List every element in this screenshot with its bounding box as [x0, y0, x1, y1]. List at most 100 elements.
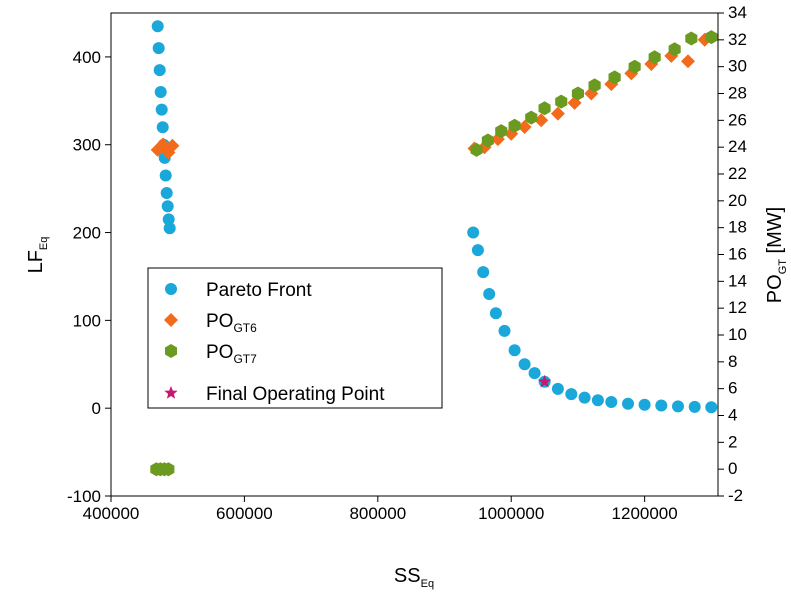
x-tick-label: 1200000	[612, 504, 678, 523]
data-point	[151, 20, 164, 33]
legend-marker-circle-icon	[165, 283, 177, 295]
data-point	[605, 396, 618, 408]
y-axis-right-title: POGT [MW]	[764, 207, 789, 303]
data-point	[467, 226, 480, 239]
data-point	[622, 397, 634, 410]
data-point	[470, 142, 483, 157]
y-right-tick-label: 24	[728, 137, 747, 156]
y-right-tick-label: 12	[728, 298, 747, 317]
legend-label: Final Operating Point	[206, 384, 385, 405]
y-left-tick-label: 100	[73, 311, 101, 330]
data-point	[681, 54, 695, 69]
series-po-gt7	[150, 30, 718, 477]
legend-item-po-gt7: POGT7	[165, 342, 257, 366]
data-point	[498, 324, 511, 337]
data-point	[688, 400, 701, 413]
data-point	[571, 86, 584, 101]
data-point	[162, 213, 175, 226]
legend-label: Pareto Front	[206, 280, 312, 301]
data-point	[155, 103, 168, 116]
data-point	[161, 200, 174, 213]
y-left-tick-label: 300	[73, 136, 101, 155]
y-right-tick-label: 6	[728, 379, 737, 398]
legend-label: POGT6	[206, 311, 257, 335]
data-point	[534, 113, 549, 128]
data-point	[555, 94, 568, 109]
data-point	[483, 288, 496, 300]
data-point	[628, 59, 641, 74]
data-point	[578, 391, 591, 404]
legend: Pareto Front POGT6 POGT7 Final Operating…	[147, 267, 443, 409]
data-point	[489, 307, 502, 320]
data-point	[528, 367, 541, 380]
y-right-tick-label: 0	[728, 459, 737, 478]
y-right-tick-label: 18	[728, 218, 747, 237]
data-point	[162, 462, 175, 477]
data-point	[537, 374, 552, 388]
data-point	[154, 86, 167, 98]
y-right-tick-label: 16	[728, 245, 747, 264]
series-final-operating-point	[537, 374, 552, 388]
data-point	[518, 358, 531, 371]
data-point	[477, 266, 490, 279]
data-point	[551, 382, 564, 395]
x-tick-label: 800000	[349, 504, 406, 523]
data-point	[160, 187, 173, 199]
data-point	[550, 106, 565, 121]
legend-label: POGT7	[206, 342, 257, 366]
y-right-tick-label: 10	[728, 325, 747, 344]
y-right-tick-label: 14	[728, 271, 747, 290]
data-point	[152, 42, 165, 55]
legend-item-po-gt6: POGT6	[164, 311, 257, 335]
data-point	[648, 50, 661, 65]
y-axis-left-title: LFEq	[25, 237, 50, 274]
legend-item-final-operating-point: Final Operating Point	[164, 384, 385, 405]
x-axis-title: SSEq	[394, 565, 434, 590]
legend-marker-diamond-icon	[164, 313, 178, 327]
data-point	[471, 244, 484, 257]
y-right-tick-label: 30	[728, 57, 747, 76]
y-left-tick-label: 400	[73, 48, 101, 67]
y-right-tick-label: 2	[728, 432, 737, 451]
y-right-tick-label: 4	[728, 406, 737, 425]
data-point	[481, 133, 494, 148]
data-point	[565, 388, 578, 401]
data-point	[668, 42, 681, 57]
y-right-tick-label: 28	[728, 84, 747, 103]
series-po-gt6	[150, 32, 712, 160]
x-tick-label: 400000	[83, 504, 140, 523]
legend-item-pareto-front: Pareto Front	[165, 280, 312, 301]
data-point	[672, 400, 684, 413]
legend-marker-hexagon-icon	[165, 344, 177, 358]
data-point	[538, 101, 551, 116]
x-tick-label: 1000000	[478, 504, 544, 523]
y-left-tick-label: -100	[67, 487, 101, 506]
data-point	[165, 138, 180, 153]
data-point	[495, 124, 508, 139]
data-point	[163, 222, 176, 235]
legend-box	[147, 267, 443, 409]
data-point	[655, 399, 668, 412]
data-point	[508, 118, 521, 133]
y-right-tick-label: 22	[728, 164, 747, 183]
y-right-tick-label: -2	[728, 486, 743, 505]
y-right-tick-label: 26	[728, 110, 747, 129]
chart-ticks: 400000 600000 800000 1000000 1200000-1000100…	[67, 3, 747, 523]
y-right-tick-label: 20	[728, 191, 747, 210]
data-point	[508, 344, 521, 357]
chart-marks	[150, 20, 718, 477]
y-right-tick-label: 8	[728, 352, 737, 371]
x-tick-label: 600000	[216, 504, 273, 523]
y-right-tick-label: 32	[728, 30, 747, 49]
legend-marker-star-icon	[164, 386, 178, 399]
data-point	[705, 401, 718, 414]
data-point	[685, 31, 698, 46]
y-left-tick-label: 0	[92, 399, 101, 418]
data-point	[153, 64, 166, 77]
y-left-tick-label: 200	[73, 224, 101, 243]
data-point	[159, 169, 172, 182]
data-point	[588, 78, 601, 93]
data-point	[638, 398, 651, 411]
data-point	[517, 120, 532, 134]
